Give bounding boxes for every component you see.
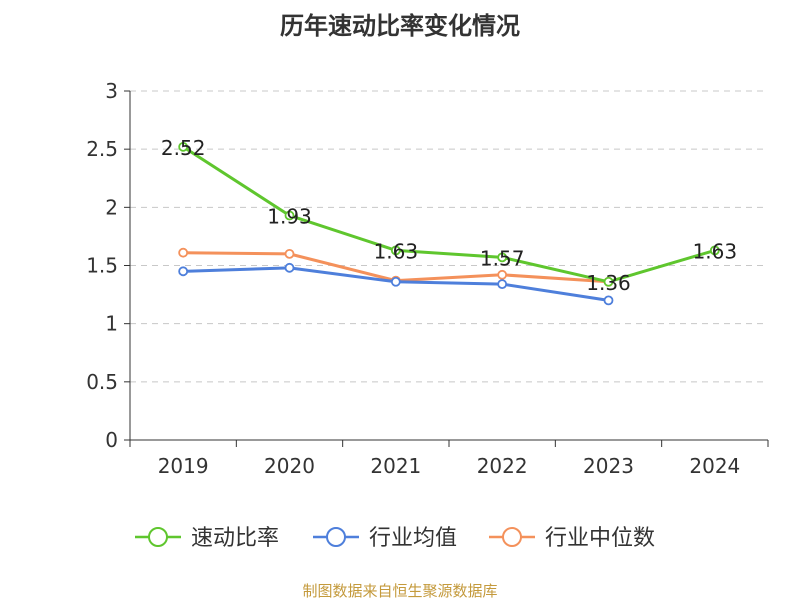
legend-label: 速动比率 [191,526,279,551]
data-point [178,266,189,277]
data-point [497,269,508,280]
data-point [284,210,295,221]
chart-title: 历年速动比率变化情况 [280,12,520,40]
data-point [709,245,720,256]
legend-item: 行业均值 [313,526,457,551]
data-label: 1.57 [480,246,525,270]
data-label: 1.36 [586,271,631,295]
data-labels: 2.52 1.93 1.63 1.57 1.36 1.63 [161,136,737,295]
grid-lines [130,90,768,383]
x-tick-label: 2021 [370,454,421,478]
x-tick-label: 2022 [477,454,528,478]
y-tick-label: 3 [105,79,118,103]
data-point [603,276,614,287]
y-tick-label: 2 [105,195,118,219]
series-行业均值 [178,262,614,306]
legend-item: 行业中位数 [489,526,655,551]
data-point [284,248,295,259]
x-tick-label: 2020 [264,454,315,478]
series-lines [178,141,720,306]
data-label: 1.63 [374,239,419,263]
y-tick-label: 0 [105,428,118,452]
legend-marker [502,527,522,547]
source-note: 制图数据来自恒生聚源数据库 [302,582,497,600]
data-point [390,245,401,256]
legend-label: 行业均值 [369,526,457,551]
data-point [178,141,189,152]
data-point [178,247,189,258]
series-line [181,145,717,284]
data-point [390,276,401,287]
axes: 0 0.5 1 1.5 2 2.5 3 2019 2020 2021 2022 2023 2024 [86,79,769,478]
series-速动比率 [178,141,720,287]
data-label: 1.63 [693,239,738,263]
legend-item: 速动比率 [135,526,279,551]
data-point [603,295,614,306]
x-tick-label: 2023 [583,454,634,478]
legend-label: 行业中位数 [545,526,655,551]
data-label: 2.52 [161,136,206,160]
data-point [284,262,295,273]
data-point [497,252,508,263]
x-tick-label: 2024 [689,454,740,478]
data-label: 1.93 [267,204,312,228]
y-tick-label: 0.5 [86,370,118,394]
x-tick-label: 2019 [158,454,209,478]
legend-marker [326,527,346,547]
legend: 速动比率 行业均值 行业中位数 [135,526,655,551]
y-tick-label: 2.5 [86,137,118,161]
y-tick-label: 1 [105,312,118,336]
y-tick-label: 1.5 [86,254,118,278]
data-point [497,279,508,290]
legend-marker [148,527,168,547]
